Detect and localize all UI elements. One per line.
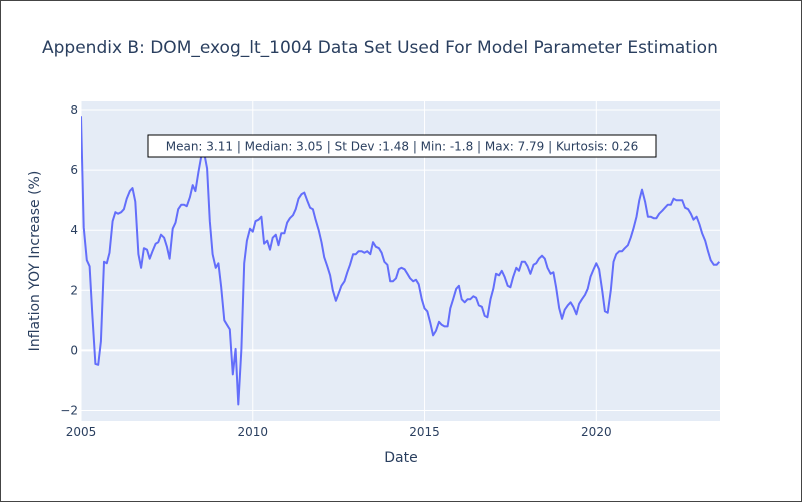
y-tick-label: 6: [70, 163, 78, 177]
chart-title: Appendix B: DOM_exog_lt_1004 Data Set Us…: [42, 38, 718, 58]
stats-annotation-box: [147, 134, 657, 158]
x-tick-label: 2015: [409, 425, 440, 439]
x-tick-label: 2010: [238, 425, 269, 439]
y-axis-title: Inflation YOY Increase (%): [27, 171, 43, 352]
y-tick-label: −2: [60, 403, 78, 417]
x-tick-label: 2020: [581, 425, 612, 439]
y-tick-label: 2: [70, 283, 78, 297]
y-tick-label: 0: [70, 343, 78, 357]
y-tick-label: 8: [70, 103, 78, 117]
stats-annotation-text: Mean: 3.11 | Median: 3.05 | St Dev :1.48…: [166, 140, 639, 154]
inflation-series-line: [81, 116, 720, 406]
x-axis-title: Date: [384, 450, 417, 466]
tick-labels: −2 0 2 4 6 8 2005 2010 2015 2020: [60, 103, 611, 439]
x-tick-label: 2005: [66, 425, 97, 439]
y-tick-label: 4: [70, 223, 78, 237]
stats-annotation: Mean: 3.11 | Median: 3.05 | St Dev :1.48…: [147, 134, 657, 158]
